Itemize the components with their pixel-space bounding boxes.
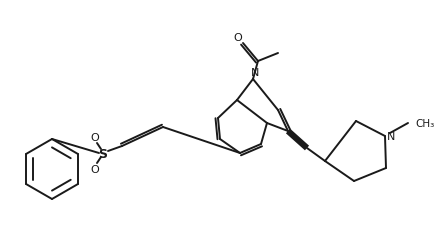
Text: O: O — [234, 33, 242, 43]
Text: CH₃: CH₃ — [415, 119, 434, 128]
Text: S: S — [99, 147, 107, 160]
Text: N: N — [251, 68, 259, 78]
Text: O: O — [91, 132, 99, 142]
Text: O: O — [91, 164, 99, 174]
Text: N: N — [387, 131, 395, 141]
